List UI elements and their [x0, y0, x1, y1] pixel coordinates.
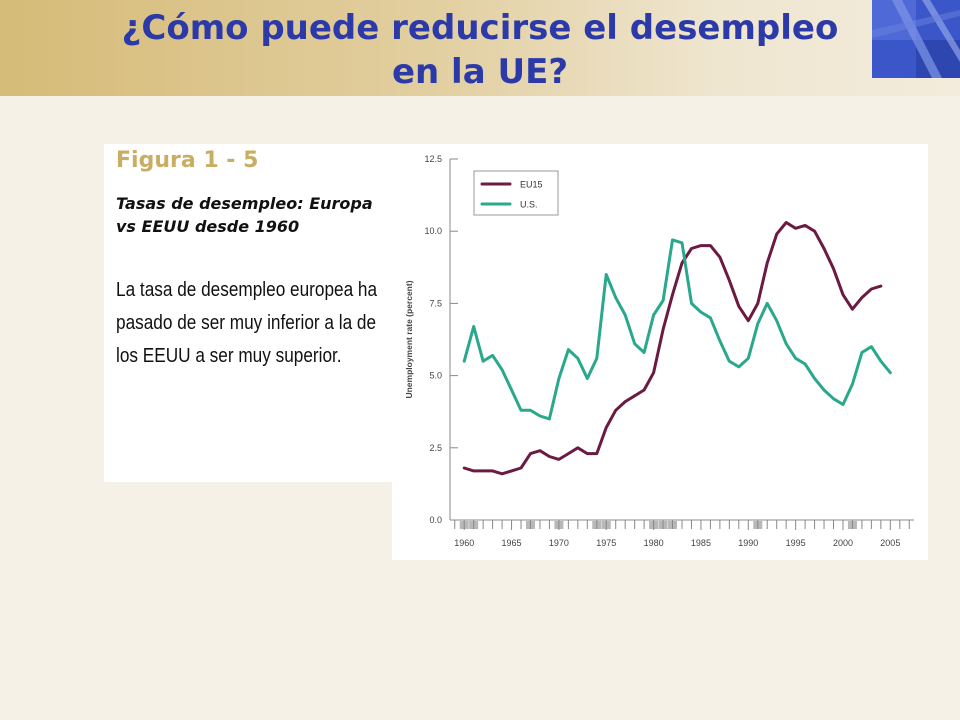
y-tick-label: 10.0	[424, 226, 442, 236]
legend-label: U.S.	[520, 200, 538, 210]
legend-box	[473, 170, 559, 216]
figure-caption-box: Figura 1 - 5 Tasas de desempleo: Europa …	[104, 144, 392, 482]
x-tick-label: 1985	[691, 538, 711, 548]
x-tick-label: 1965	[502, 538, 522, 548]
slide-title-line2: en la UE?	[391, 52, 569, 92]
x-tick-label: 1980	[644, 538, 664, 548]
x-tick-label: 2000	[833, 538, 853, 548]
x-tick-label: 1990	[738, 538, 758, 548]
y-tick-label: 2.5	[429, 443, 442, 453]
x-tick-label: 1970	[549, 538, 569, 548]
series-line-u-s	[462, 238, 892, 421]
y-tick-label: 12.5	[424, 154, 442, 164]
figure-description: La tasa de desempleo europea ha pasado d…	[116, 279, 378, 367]
decorative-corner-graphic	[872, 0, 960, 78]
unemployment-chart-svg: 0.0 2.5 5.0 7.5 10.0 12.5 Unemployment rate (p…	[404, 154, 914, 548]
x-tick-label: 2005	[880, 538, 900, 548]
figure-label: Figura 1 - 5	[116, 148, 259, 173]
figure-subtitle: Tasas de desempleo: Europa vs EEUU desde…	[116, 194, 373, 236]
y-tick-label: 5.0	[429, 371, 442, 381]
title-banner: ¿Cómo puede reducirse el desempleo en la…	[0, 0, 960, 96]
y-axis-label: Unemployment rate (percent)	[404, 280, 414, 398]
x-tick-label: 1960	[454, 538, 474, 548]
slide-title: ¿Cómo puede reducirse el desempleo en la…	[0, 6, 960, 94]
legend-label: EU15	[520, 180, 543, 190]
unemployment-chart: 0.0 2.5 5.0 7.5 10.0 12.5 Unemployment rate (p…	[392, 144, 928, 560]
y-tick-label: 7.5	[429, 298, 442, 308]
series-line-eu15	[462, 221, 883, 476]
x-tick-label: 1975	[596, 538, 616, 548]
x-tick-label: 1995	[786, 538, 806, 548]
slide-title-line1: ¿Cómo puede reducirse el desempleo	[121, 8, 839, 48]
y-tick-label: 0.0	[429, 515, 442, 525]
